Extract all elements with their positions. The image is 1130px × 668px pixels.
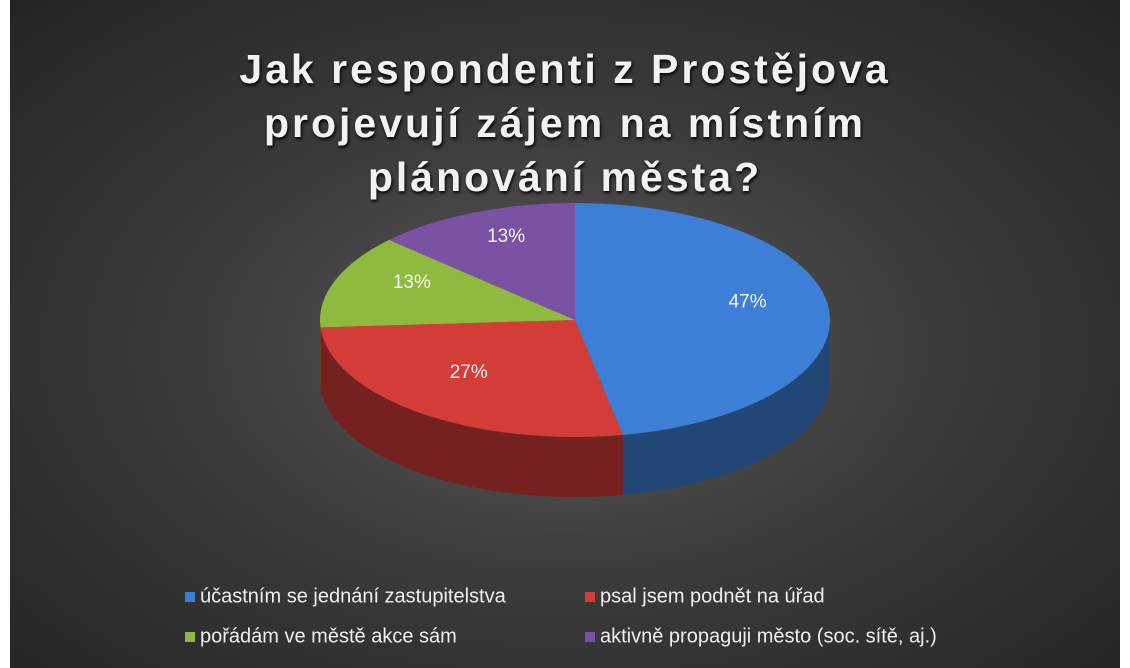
data-label: 13% bbox=[487, 226, 525, 247]
plot: 47% 27% 13% 13% účastním se jednání zastupit… bbox=[185, 203, 937, 647]
slice-side bbox=[320, 320, 321, 388]
slice bbox=[575, 203, 831, 435]
legend-swatch bbox=[585, 632, 595, 642]
data-label: 13% bbox=[393, 272, 431, 293]
data-label: 27% bbox=[450, 362, 488, 383]
legend-label: aktivně propaguji město (soc. sítě, aj.) bbox=[600, 625, 937, 647]
legend-label: pořádám ve městě akce sám bbox=[200, 625, 457, 647]
slice-side bbox=[622, 320, 830, 495]
chart: Jak respondenti z Prostějova projevují z… bbox=[10, 0, 1120, 668]
slice bbox=[320, 320, 623, 437]
slice bbox=[319, 239, 575, 328]
slice-side bbox=[320, 327, 623, 498]
data-label: 47% bbox=[729, 292, 767, 313]
legend-swatch bbox=[185, 632, 195, 642]
chart-title: Jak respondenti z Prostějova projevují z… bbox=[239, 46, 891, 200]
legend-swatch bbox=[585, 592, 595, 602]
legend-label: psal jsem podnět na úřad bbox=[600, 585, 825, 607]
slice bbox=[389, 203, 575, 320]
legend-swatch bbox=[185, 592, 195, 602]
legend-label: účastním se jednání zastupitelstva bbox=[200, 585, 507, 607]
